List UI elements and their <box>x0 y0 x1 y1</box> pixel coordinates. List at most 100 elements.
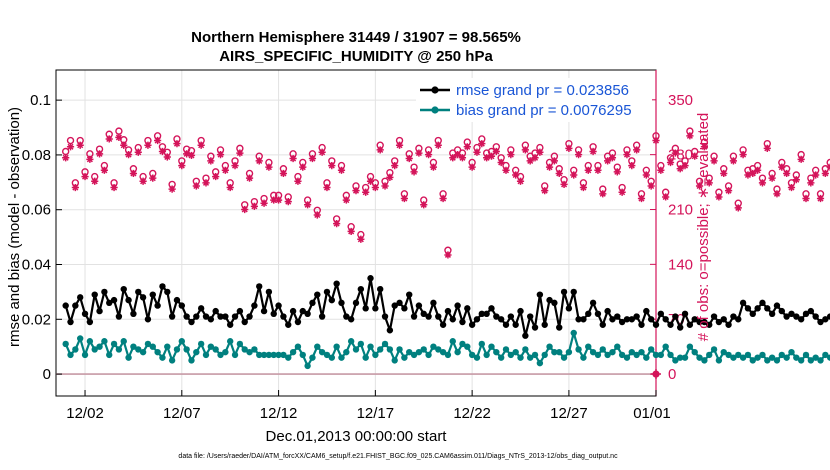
obs-evaluated-marker <box>521 146 529 154</box>
rmse-point <box>91 291 98 298</box>
obs-evaluated-marker <box>705 179 713 187</box>
bias-point <box>754 354 761 361</box>
obs-evaluated-marker <box>792 176 800 184</box>
obs-evaluated-marker <box>681 162 689 170</box>
obs-evaluated-marker <box>81 172 89 181</box>
obs-evaluated-marker <box>783 169 791 178</box>
obs-evaluated-marker <box>449 154 457 162</box>
obs-evaluated-marker <box>86 155 94 163</box>
obs-evaluated-marker <box>560 180 568 189</box>
rmse-point <box>701 318 708 326</box>
obs-evaluated-marker <box>555 169 563 178</box>
bias-point <box>246 348 253 356</box>
obs-evaluated-marker <box>115 133 123 141</box>
rmse-point <box>314 291 321 298</box>
obs-evaluated-marker <box>129 169 138 178</box>
bias-point <box>594 351 602 359</box>
rmse-point <box>589 299 597 307</box>
bias-point <box>251 346 258 353</box>
obs-evaluated-marker <box>671 149 679 157</box>
obs-evaluated-marker <box>304 201 312 209</box>
obs-evaluated-marker <box>778 163 786 171</box>
obs-evaluated-marker <box>526 157 534 165</box>
rmse-point <box>449 316 456 323</box>
obs-evaluated-marker <box>386 173 394 181</box>
obs-evaluated-marker <box>362 188 370 196</box>
bias-point <box>154 348 161 356</box>
obs-evaluated-marker <box>715 193 723 201</box>
obs-evaluated-marker <box>284 198 292 206</box>
rmse-point <box>256 283 263 290</box>
x-tick-label: 12/07 <box>163 405 201 422</box>
obs-possible-marker <box>61 147 70 156</box>
obs-evaluated-marker <box>410 168 418 176</box>
bias-point <box>817 357 824 364</box>
obs-evaluated-marker <box>274 196 283 204</box>
rmse-point <box>686 321 694 328</box>
x-tick-label: 12/17 <box>357 405 395 422</box>
y-tick-label-left: 0.04 <box>22 257 51 274</box>
rmse-point <box>130 310 137 318</box>
bias-point <box>168 357 176 364</box>
bias-point <box>362 354 369 361</box>
bias-point <box>807 357 815 364</box>
rmse-point <box>154 302 161 309</box>
bias-point <box>541 351 548 359</box>
rmse-point <box>159 283 166 290</box>
y-tick-label-left: 0.1 <box>30 92 51 109</box>
bias-point <box>425 351 432 359</box>
rmse-point <box>86 318 94 326</box>
rmse-point <box>357 285 365 293</box>
rmse-point <box>512 321 519 328</box>
obs-evaluated-marker <box>686 132 694 140</box>
y-tick-label-right: 350 <box>668 92 693 109</box>
rmse-point <box>696 318 703 326</box>
obs-evaluated-marker <box>342 196 350 204</box>
bias-point <box>188 357 195 364</box>
bias-point <box>449 338 456 345</box>
rmse-point <box>628 316 636 323</box>
bias-point <box>585 343 592 350</box>
bias-point <box>304 362 311 370</box>
bias-point <box>536 359 544 367</box>
obs-evaluated-marker <box>623 151 631 159</box>
bias-point <box>739 354 747 361</box>
bias-point <box>270 351 277 359</box>
rmse-point <box>691 316 698 323</box>
bias-point <box>589 348 597 356</box>
bias-point <box>439 348 447 356</box>
obs-evaluated-marker <box>492 147 500 156</box>
obs-evaluated-marker <box>536 148 544 156</box>
bias-point <box>468 351 476 359</box>
bias-point <box>580 354 587 361</box>
rmse-point <box>526 313 534 320</box>
obs-evaluated-marker <box>212 172 220 181</box>
obs-evaluated-marker <box>95 150 104 158</box>
obs-evaluated-marker <box>463 143 471 151</box>
obs-evaluated-marker <box>695 182 704 190</box>
legend-label-rmse: rmse grand pr = 0.023856 <box>456 82 629 99</box>
obs-evaluated-marker <box>357 235 365 243</box>
rmse-point <box>81 310 89 318</box>
obs-evaluated-marker <box>420 201 428 209</box>
obs-evaluated-marker <box>608 154 617 162</box>
obs-evaluated-marker <box>516 177 525 185</box>
bias-point <box>217 351 224 359</box>
obs-evaluated-marker <box>550 157 558 165</box>
obs-evaluated-marker <box>221 166 229 174</box>
rmse-point <box>575 316 582 323</box>
rmse-point <box>139 294 147 301</box>
obs-evaluated-marker <box>734 204 742 212</box>
obs-evaluated-marker <box>371 183 379 192</box>
bias-point <box>178 338 186 345</box>
obs-evaluated-marker <box>202 179 210 187</box>
x-tick-label: 12/22 <box>453 405 491 422</box>
rmse-point <box>517 307 524 315</box>
rmse-point <box>62 302 69 309</box>
bias-point <box>473 354 481 361</box>
rmse-point <box>715 318 723 326</box>
obs-evaluated-marker <box>144 141 152 149</box>
bias-point <box>459 340 466 348</box>
bias-point <box>164 343 171 350</box>
obs-evaluated-marker <box>62 154 70 162</box>
